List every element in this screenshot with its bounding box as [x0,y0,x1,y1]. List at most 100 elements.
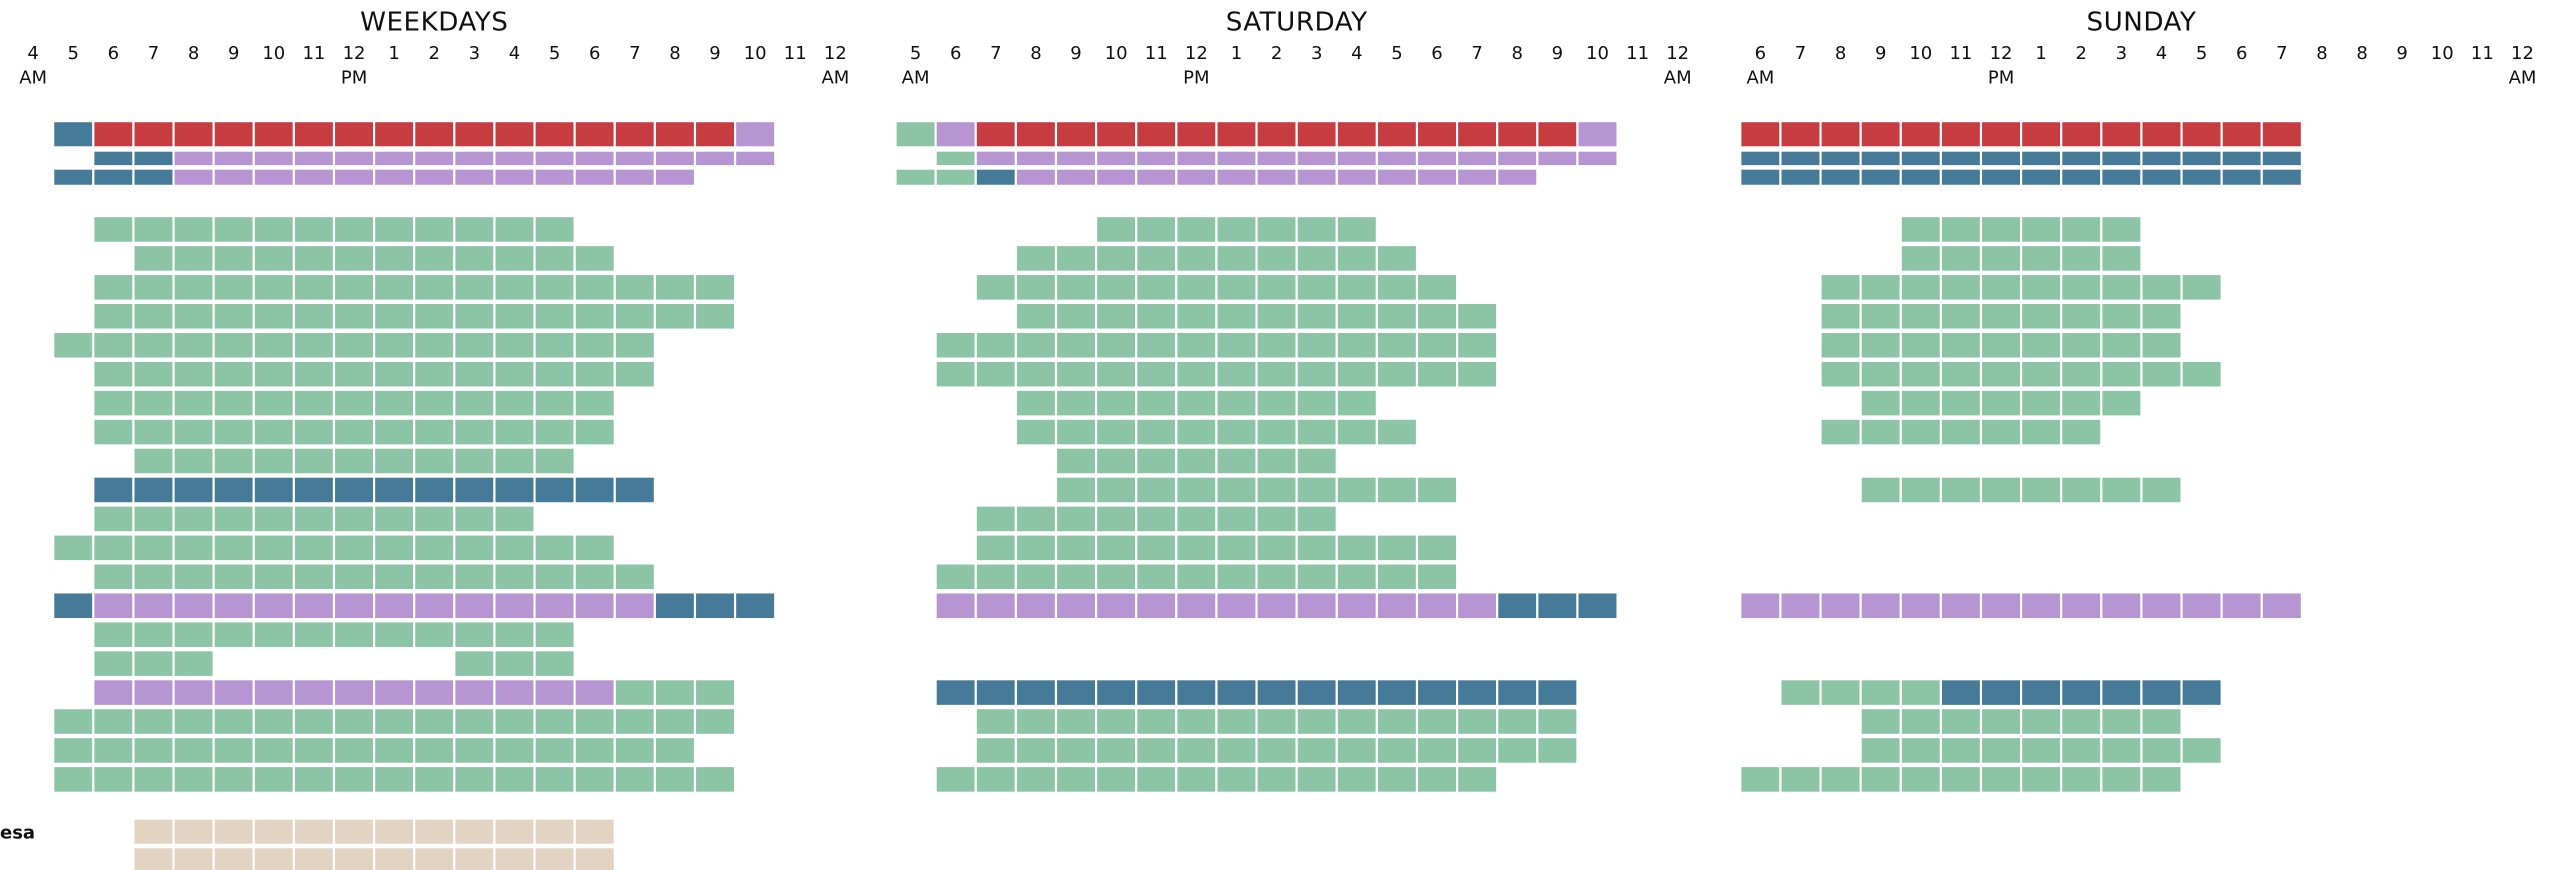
schedule-cell [693,591,737,621]
schedule-cell [132,272,175,302]
schedule-cell [252,504,295,534]
schedule-cell [1215,736,1258,765]
schedule-cell [252,417,295,447]
schedule-cell [613,149,656,168]
schedule-cell [212,562,255,592]
schedule-cell [92,591,135,621]
schedule-cell [533,591,576,621]
schedule-cell [2100,243,2143,273]
hour-label: 5 [1391,43,1402,64]
schedule-cell [974,562,1017,592]
schedule-cell [1859,359,1902,389]
schedule-cell [132,591,175,621]
schedule-cell [1899,678,1942,707]
schedule-cell [373,167,416,187]
schedule-cell [52,591,95,621]
schedule-cell [2140,765,2183,794]
schedule-cell [1175,446,1218,476]
schedule-cell [493,707,536,736]
schedule-cell [1819,591,1862,621]
schedule-cell [2100,359,2143,389]
schedule-cell [453,765,496,794]
schedule-cell [1859,388,1902,418]
schedule-cell [252,120,295,149]
schedule-cell [1255,167,1298,187]
schedule-cell [212,765,255,794]
period-label: PM [1183,68,1209,89]
schedule-cell [2140,272,2183,302]
schedule-cell [2180,167,2223,187]
schedule-cell [493,533,536,563]
schedule-cell [1175,707,1218,736]
row-label: esa [0,822,35,843]
schedule-cell [1335,359,1378,389]
schedule-cell [1014,417,1058,447]
schedule-cell [292,330,336,360]
schedule-cell [2140,149,2183,168]
schedule-cell [1456,330,1499,360]
schedule-cell [693,149,737,168]
schedule-cell [1054,330,1098,360]
schedule-cell [413,736,456,765]
schedule-cell [1054,301,1098,331]
schedule-cell [533,272,576,302]
schedule-cell [1375,272,1419,302]
schedule-cell [2060,167,2103,187]
schedule-cell [573,678,616,707]
hour-label: 10 [2431,43,2454,64]
schedule-cell [212,359,255,389]
schedule-cell [1979,149,2023,168]
schedule-cell [1054,167,1098,187]
schedule-cell [453,272,496,302]
schedule-cell [1014,120,1058,149]
schedule-cell [1054,591,1098,621]
schedule-cell [1135,707,1178,736]
schedule-cell [1979,707,2023,736]
schedule-cell [52,765,95,794]
schedule-cell [533,846,576,870]
schedule-cell [172,562,215,592]
schedule-cell [373,215,416,244]
schedule-cell [573,243,616,273]
schedule-cell [573,417,616,447]
schedule-cell [1456,301,1499,331]
schedule-cell [1095,149,1138,168]
schedule-cell [252,149,295,168]
hour-label: 10 [262,43,285,64]
schedule-cell [533,765,576,794]
period-label: PM [1988,68,2014,89]
schedule-cell [1335,330,1378,360]
schedule-cell [413,707,456,736]
schedule-cell [2100,330,2143,360]
schedule-cell [974,120,1017,149]
hour-label: 2 [1271,43,1282,64]
hour-label: 8 [669,43,680,64]
schedule-cell [1135,417,1178,447]
schedule-cell [2020,678,2063,707]
schedule-cell [1899,215,1942,244]
schedule-cell [172,243,215,273]
schedule-cell [332,504,376,534]
schedule-cell [1979,765,2023,794]
schedule-cell [132,446,175,476]
schedule-cell [1819,330,1862,360]
schedule-cell [1054,446,1098,476]
schedule-cell [1335,736,1378,765]
schedule-cell [2060,243,2103,273]
schedule-cell [1375,736,1419,765]
schedule-cell [493,736,536,765]
schedule-cell [453,120,496,149]
schedule-cell [1095,215,1138,244]
schedule-cell [493,167,536,187]
schedule-cell [613,736,656,765]
schedule-cell [1215,446,1258,476]
schedule-cell [2020,359,2063,389]
schedule-cell [934,330,977,360]
schedule-cell [533,736,576,765]
schedule-cell [2100,301,2143,331]
schedule-cell [1899,388,1942,418]
schedule-cell [172,736,215,765]
schedule-cell [373,149,416,168]
schedule-cell [1215,149,1258,168]
schedule-cell [212,330,255,360]
